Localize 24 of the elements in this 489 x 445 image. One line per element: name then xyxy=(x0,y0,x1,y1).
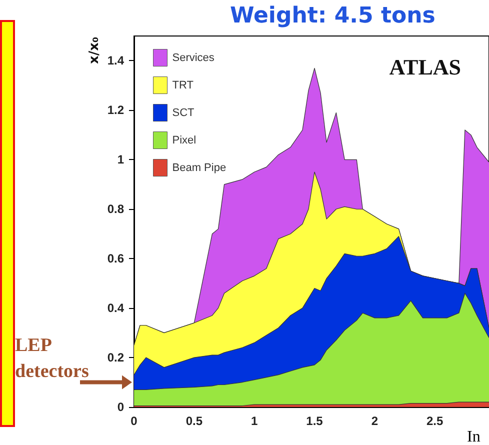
x-tick-label: 2.5 xyxy=(426,414,444,428)
annotation: LEP detectors xyxy=(15,334,89,382)
y-tick-label: 0 xyxy=(117,400,124,414)
legend-label: Pixel xyxy=(172,134,196,146)
y-tick-label: 0.4 xyxy=(107,301,124,316)
legend-label: TRT xyxy=(172,79,194,92)
annotation: ATLAS xyxy=(389,54,462,80)
y-tick-label: 0.6 xyxy=(107,252,124,266)
y-axis-title: x/x₀ xyxy=(87,36,102,64)
y-tick-label: 1.4 xyxy=(107,54,124,68)
x-tick-label: 0.5 xyxy=(186,414,203,428)
x-tick-label: 0 xyxy=(130,414,138,428)
y-tick-label: 0.8 xyxy=(107,202,124,216)
x-tick-label: 2 xyxy=(371,414,378,428)
x-tick-label: 1 xyxy=(250,414,258,428)
legend-label: Services xyxy=(172,52,215,64)
y-tick-label: 1 xyxy=(117,152,124,167)
y-tick-label: 1.2 xyxy=(107,103,124,118)
y-tick-label: 0.2 xyxy=(107,350,124,365)
x-axis-title: In xyxy=(467,428,480,445)
chart-title: Weight: 4.5 tons xyxy=(230,4,436,28)
x-tick-label: 1.5 xyxy=(306,414,324,428)
legend-label: Beam Pipe xyxy=(172,162,226,174)
legend-label: SCT xyxy=(172,106,195,119)
